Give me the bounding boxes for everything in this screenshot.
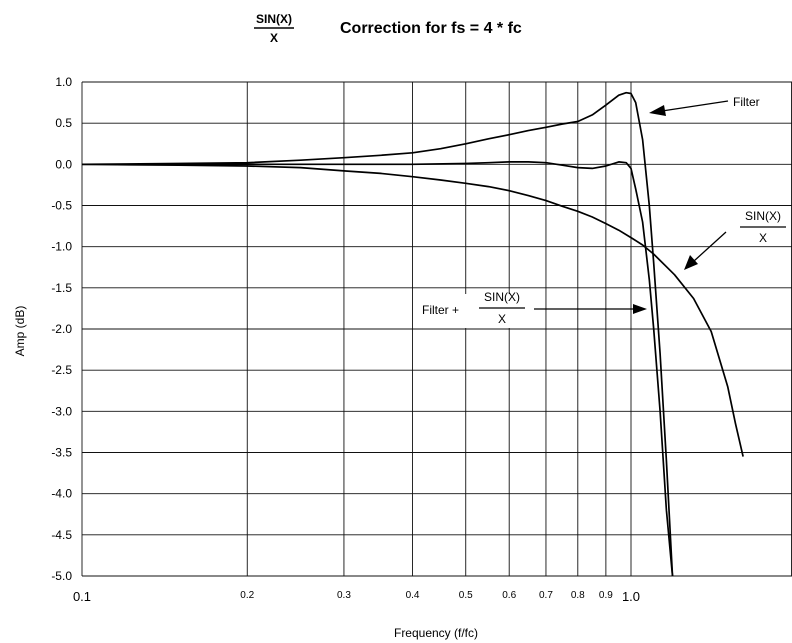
y-tick-label: -3.5 <box>51 446 72 460</box>
x-tick-label: 0.3 <box>337 590 351 601</box>
y-tick-label: -2.0 <box>51 322 72 336</box>
x-tick-labels: 0.1 0.2 0.3 0.4 0.5 0.6 0.7 0.8 0.9 1.0 <box>73 589 640 604</box>
x-tick-label: 0.2 <box>240 590 254 601</box>
series <box>81 91 744 577</box>
y-tick-label: 0.0 <box>55 157 72 171</box>
filter-curve <box>81 91 674 577</box>
annotation-combined-prefix: Filter + <box>422 303 459 317</box>
y-tick-label: 0.5 <box>55 116 72 130</box>
grid <box>81 81 792 577</box>
x-tick-label: 0.7 <box>539 590 553 601</box>
y-tick-label: -0.5 <box>51 199 72 213</box>
y-tick-label: -3.0 <box>51 404 72 418</box>
annotation-sinx-denominator: X <box>759 231 767 245</box>
x-tick-label: 0.8 <box>571 590 585 601</box>
x-axis-label: Frequency (f/fc) <box>394 626 478 640</box>
annotation-combined-arrowhead <box>633 304 647 314</box>
annotation-combined: Filter + SIN(X) X <box>418 290 647 328</box>
y-tick-label: 1.0 <box>55 75 72 89</box>
y-tick-label: -5.0 <box>51 569 72 583</box>
y-tick-label: -2.5 <box>51 363 72 377</box>
x-tick-label: 0.5 <box>459 590 473 601</box>
annotation-filter-arrowhead <box>649 105 666 116</box>
annotation-combined-numerator: SIN(X) <box>484 290 520 304</box>
x-tick-label: 0.4 <box>406 590 420 601</box>
sinx-correction-curve <box>81 163 744 457</box>
x-tick-label: 0.6 <box>502 590 516 601</box>
title-fraction-denominator: X <box>270 31 278 45</box>
y-axis-label: Amp (dB) <box>13 306 27 357</box>
filter-plus-sinx-curve <box>82 161 674 577</box>
annotation-combined-denominator: X <box>498 312 506 326</box>
annotation-filter-label: Filter <box>733 95 760 109</box>
y-tick-label: -4.5 <box>51 528 72 542</box>
annotation-sinx-arrowhead <box>684 255 698 270</box>
title-fraction-numerator: SIN(X) <box>256 12 292 26</box>
x-tick-label: 0.9 <box>599 590 613 601</box>
y-tick-label: -1.5 <box>51 281 72 295</box>
x-tick-label: 1.0 <box>622 589 640 604</box>
y-tick-label: -1.0 <box>51 240 72 254</box>
title-text: Correction for fs = 4 * fc <box>340 20 522 37</box>
chart-title: SIN(X) X Correction for fs = 4 * fc <box>254 12 522 45</box>
x-tick-label: 0.1 <box>73 589 91 604</box>
annotation-sinx-arrow <box>693 231 727 262</box>
annotation-combined-backdrop <box>418 294 538 328</box>
annotation-sinx-numerator: SIN(X) <box>745 209 781 223</box>
y-tick-labels: 1.0 0.5 0.0 -0.5 -1.0 -1.5 -2.0 -2.5 -3.0 -3.5 -4.… <box>51 75 72 583</box>
annotation-filter-arrow <box>661 100 729 112</box>
annotation-filter: Filter <box>649 95 760 116</box>
annotation-sinx: SIN(X) X <box>684 209 786 270</box>
y-tick-label: -4.0 <box>51 487 72 501</box>
